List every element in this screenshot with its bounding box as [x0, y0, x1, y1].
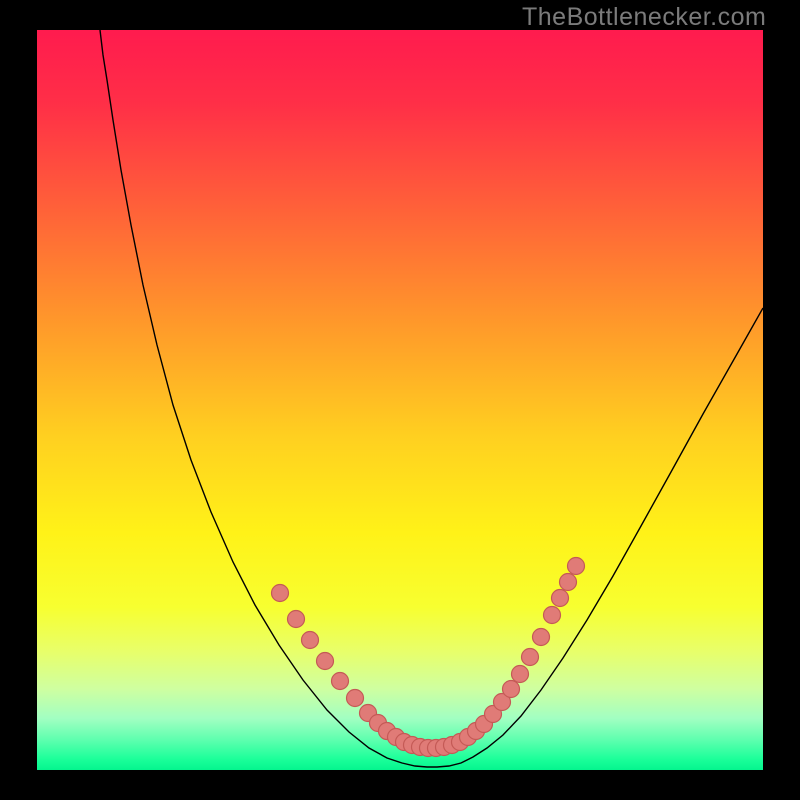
data-marker — [272, 585, 289, 602]
plot-area — [37, 30, 763, 770]
plot-svg — [37, 30, 763, 770]
data-marker — [288, 611, 305, 628]
data-marker — [332, 673, 349, 690]
gradient-background — [37, 30, 763, 770]
chart-frame: TheBottlenecker.com — [0, 0, 800, 800]
data-marker — [347, 690, 364, 707]
data-marker — [522, 649, 539, 666]
data-marker — [512, 666, 529, 683]
data-marker — [317, 653, 334, 670]
watermark-text: TheBottlenecker.com — [522, 3, 766, 32]
data-marker — [544, 607, 561, 624]
data-marker — [503, 681, 520, 698]
data-marker — [552, 590, 569, 607]
data-marker — [568, 558, 585, 575]
data-marker — [533, 629, 550, 646]
data-marker — [560, 574, 577, 591]
data-marker — [302, 632, 319, 649]
